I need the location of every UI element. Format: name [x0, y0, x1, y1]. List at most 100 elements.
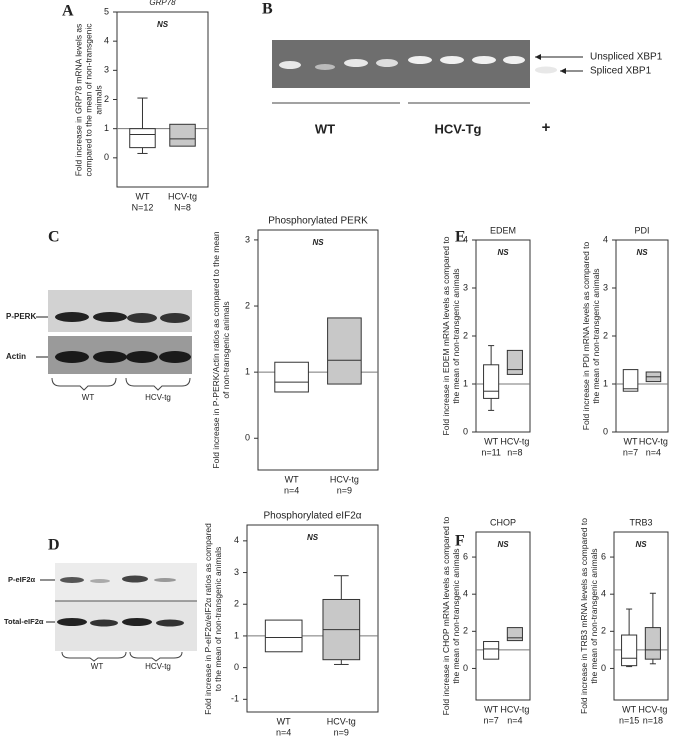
y-tick-label: 4: [463, 234, 468, 244]
y-tick-label: 3: [603, 282, 608, 292]
y-axis-label: Fold increase in P-PERK/Actin ratios as …: [211, 231, 231, 469]
y-axis-label: Fold increase in CHOP mRNA levels as com…: [441, 516, 461, 716]
n-label: n=7: [483, 715, 498, 725]
n-label: n=4: [284, 485, 299, 495]
gel-c: [36, 290, 192, 391]
y-tick-label: 0: [601, 663, 606, 673]
y-tick-label: 4: [463, 589, 468, 599]
panel-letter: D: [48, 537, 60, 554]
gel-b: [272, 40, 583, 104]
chart-title: Phosphorylated PERK: [268, 216, 368, 227]
x-tick-label: HCV-tg: [639, 436, 668, 446]
y-tick-label: 2: [601, 626, 606, 636]
group-label: WT: [91, 662, 104, 671]
y-axis-label: Fold increase in PDI mRNA levels as comp…: [581, 241, 601, 431]
y-tick-label: 3: [463, 282, 468, 292]
group-label: WT: [315, 121, 335, 136]
plot-frame: [475, 239, 531, 433]
y-tick-label: 2: [603, 330, 608, 340]
x-tick-label: WT: [484, 704, 498, 714]
y-tick-label: 1: [245, 367, 250, 377]
y-tick-label: 3: [104, 65, 109, 75]
y-tick-label: 1: [104, 123, 109, 133]
group-label: HCV-tg: [145, 393, 171, 402]
y-tick-label: 0: [234, 662, 239, 672]
group-label: WT: [82, 393, 95, 402]
y-tick-label: 0: [463, 426, 468, 436]
y-tick-label: 1: [234, 630, 239, 640]
n-label: n=18: [643, 715, 663, 725]
y-axis-label: Fold increase in TRB3 mRNA levels as com…: [579, 518, 599, 714]
box: [506, 349, 523, 375]
x-tick-label: WT: [285, 474, 299, 484]
x-tick-label: HCV-tg: [638, 704, 667, 714]
box: [129, 128, 156, 149]
box: [264, 619, 303, 653]
y-tick-label: 2: [245, 300, 250, 310]
n-label: n=4: [507, 715, 522, 725]
y-tick-label: 0: [245, 433, 250, 443]
chart-title: GRP78: [149, 0, 176, 7]
y-tick-label: 3: [234, 567, 239, 577]
x-tick-label: HCV-tg: [168, 191, 197, 201]
band-label: Unspliced XBP1: [590, 52, 663, 63]
box: [483, 364, 500, 399]
panel-letter: A: [62, 3, 74, 20]
band-label: P-PERK: [6, 312, 36, 321]
y-tick-label: 6: [463, 551, 468, 561]
x-tick-label: WT: [277, 716, 291, 726]
annotation: NS: [636, 248, 648, 257]
band-label: Spliced XBP1: [590, 66, 652, 77]
x-tick-label: WT: [624, 436, 638, 446]
y-tick-label: 4: [104, 36, 109, 46]
band-label: P-eIF2α: [8, 575, 36, 584]
n-label: n=11: [481, 447, 501, 457]
y-axis-label: Fold increase in EDEM mRNA levels as com…: [441, 236, 461, 436]
x-tick-label: HCV-tg: [500, 704, 529, 714]
band-label: Total-eIF2α: [4, 617, 44, 626]
y-tick-label: 3: [245, 234, 250, 244]
panel-letter: F: [455, 533, 465, 550]
n-label: N=8: [174, 202, 191, 212]
box: [644, 627, 661, 660]
y-tick-label: 2: [463, 626, 468, 636]
panel-letter: B: [262, 1, 273, 18]
box: [483, 641, 500, 660]
chart-title: Phosphorylated eIF2α: [263, 511, 361, 522]
x-tick-label: HCV-tg: [330, 474, 359, 484]
annotation: NS: [497, 540, 509, 549]
box: [621, 634, 638, 667]
annotation: NS: [497, 248, 509, 257]
n-label: n=7: [623, 447, 638, 457]
chart-title: CHOP: [490, 517, 516, 527]
n-label: N=12: [132, 202, 154, 212]
x-tick-label: HCV-tg: [327, 716, 356, 726]
annotation: NS: [635, 540, 647, 549]
box: [506, 627, 523, 642]
plot-frame: [116, 11, 209, 188]
x-tick-label: HCV-tg: [500, 436, 529, 446]
group-label: +: [542, 119, 551, 136]
annotation: NS: [157, 20, 169, 29]
y-tick-label: 1: [603, 378, 608, 388]
group-label: HCV-Tg: [435, 121, 482, 136]
annotation: NS: [307, 533, 319, 542]
plot-frame: [613, 531, 669, 701]
annotation: NS: [312, 238, 324, 247]
x-tick-label: WT: [622, 704, 636, 714]
n-label: n=4: [276, 727, 291, 737]
y-axis-label: Fold increase in P-eIF2α/eIF2α ratios as…: [203, 522, 223, 715]
y-tick-label: 1: [463, 378, 468, 388]
y-tick-label: 4: [601, 589, 606, 599]
y-tick-label: 2: [104, 94, 109, 104]
y-tick-label: 5: [104, 6, 109, 16]
y-tick-label: 6: [601, 551, 606, 561]
chart-title: EDEM: [490, 225, 516, 235]
n-label: n=4: [646, 447, 661, 457]
plot-frame: [246, 524, 379, 713]
plot-frame: [257, 229, 379, 471]
plot-frame: [615, 239, 669, 433]
chart-title: TRB3: [629, 517, 652, 527]
box: [169, 123, 196, 147]
